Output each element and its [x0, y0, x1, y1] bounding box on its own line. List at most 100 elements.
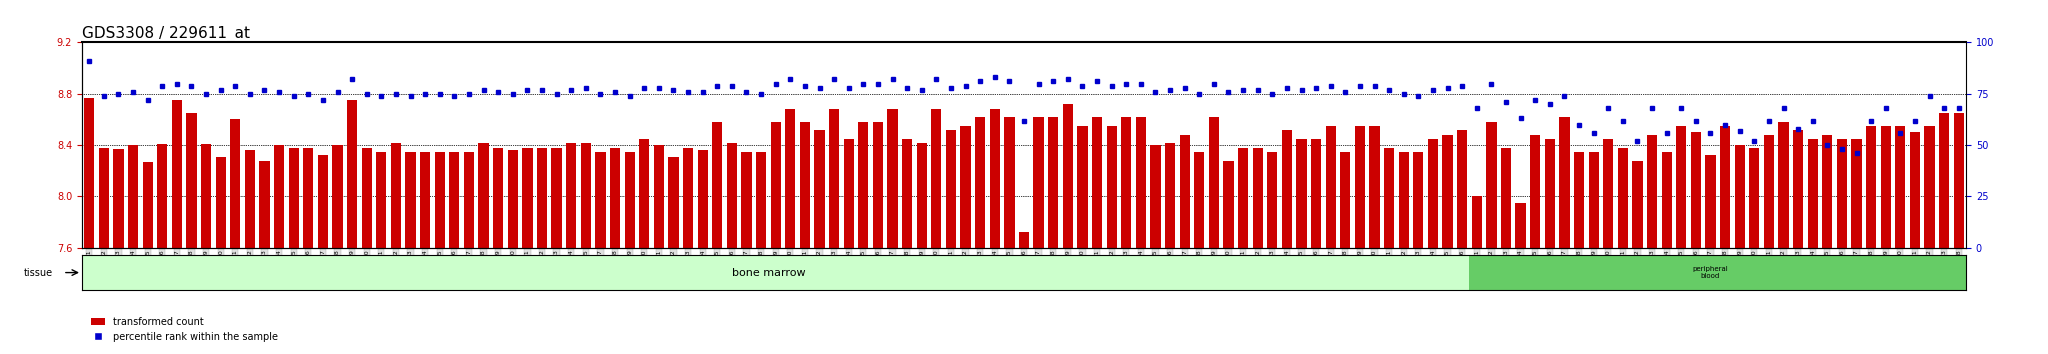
Bar: [1120, 117, 1130, 248]
Bar: [362, 148, 373, 248]
Bar: [565, 143, 575, 248]
Bar: [84, 98, 94, 248]
Bar: [1661, 152, 1671, 248]
Bar: [1925, 126, 1935, 248]
Bar: [303, 148, 313, 248]
Bar: [449, 152, 459, 248]
Bar: [98, 148, 109, 248]
Bar: [668, 157, 678, 248]
Bar: [1618, 148, 1628, 248]
Bar: [1370, 126, 1380, 248]
Bar: [1589, 152, 1599, 248]
Bar: [1808, 139, 1819, 248]
Bar: [1325, 126, 1335, 248]
Bar: [113, 149, 123, 248]
Bar: [1894, 126, 1905, 248]
Bar: [537, 148, 547, 248]
Bar: [1470, 255, 1966, 290]
Bar: [1311, 139, 1321, 248]
Bar: [961, 126, 971, 248]
Bar: [1223, 161, 1233, 248]
Text: bone marrow: bone marrow: [731, 268, 805, 278]
Bar: [1268, 152, 1278, 248]
Bar: [1020, 232, 1028, 248]
Bar: [391, 143, 401, 248]
Bar: [610, 148, 621, 248]
Bar: [815, 130, 825, 248]
Bar: [932, 109, 942, 248]
Bar: [1837, 139, 1847, 248]
Bar: [82, 255, 1470, 290]
Bar: [1866, 126, 1876, 248]
Bar: [1473, 196, 1483, 248]
Bar: [1516, 203, 1526, 248]
Bar: [551, 148, 561, 248]
Bar: [582, 143, 592, 248]
Bar: [1575, 152, 1585, 248]
Bar: [1384, 148, 1395, 248]
Bar: [215, 157, 225, 248]
Bar: [858, 122, 868, 248]
Bar: [844, 139, 854, 248]
Bar: [1632, 161, 1642, 248]
Bar: [770, 122, 780, 248]
Bar: [172, 100, 182, 248]
Bar: [946, 130, 956, 248]
Bar: [901, 139, 911, 248]
Bar: [1194, 152, 1204, 248]
Bar: [918, 143, 928, 248]
Bar: [829, 109, 840, 248]
Bar: [1399, 152, 1409, 248]
Bar: [158, 144, 168, 248]
Bar: [317, 155, 328, 248]
Bar: [727, 143, 737, 248]
Bar: [1237, 148, 1247, 248]
Bar: [1282, 130, 1292, 248]
Bar: [1939, 113, 1950, 248]
Bar: [246, 150, 256, 248]
Bar: [1049, 117, 1059, 248]
Text: peripheral
blood: peripheral blood: [1692, 266, 1729, 279]
Bar: [1106, 126, 1116, 248]
Bar: [1427, 139, 1438, 248]
Bar: [143, 162, 154, 248]
Bar: [1604, 139, 1614, 248]
Bar: [186, 113, 197, 248]
Text: GDS3308 / 229611_at: GDS3308 / 229611_at: [82, 26, 250, 42]
Bar: [1413, 152, 1423, 248]
Bar: [420, 152, 430, 248]
Bar: [872, 122, 883, 248]
Bar: [274, 145, 285, 248]
Bar: [698, 150, 709, 248]
Bar: [1092, 117, 1102, 248]
Bar: [1137, 117, 1147, 248]
Bar: [127, 145, 137, 248]
Bar: [1954, 113, 1964, 248]
Bar: [1487, 122, 1497, 248]
Bar: [1792, 130, 1802, 248]
Bar: [625, 152, 635, 248]
Bar: [1692, 132, 1702, 248]
Bar: [1749, 148, 1759, 248]
Bar: [289, 148, 299, 248]
Bar: [756, 152, 766, 248]
Bar: [494, 148, 504, 248]
Bar: [741, 152, 752, 248]
Text: tissue: tissue: [25, 268, 53, 278]
Bar: [229, 119, 240, 248]
Bar: [975, 117, 985, 248]
Bar: [1442, 135, 1452, 248]
Bar: [1296, 139, 1307, 248]
Bar: [596, 152, 606, 248]
Bar: [1339, 152, 1350, 248]
Bar: [1456, 130, 1466, 248]
Bar: [1559, 117, 1569, 248]
Bar: [1735, 145, 1745, 248]
Bar: [1778, 122, 1788, 248]
Bar: [801, 122, 811, 248]
Bar: [1675, 126, 1686, 248]
Bar: [508, 150, 518, 248]
Legend: transformed count, percentile rank within the sample: transformed count, percentile rank withi…: [86, 313, 283, 346]
Bar: [1530, 135, 1540, 248]
Bar: [463, 152, 473, 248]
